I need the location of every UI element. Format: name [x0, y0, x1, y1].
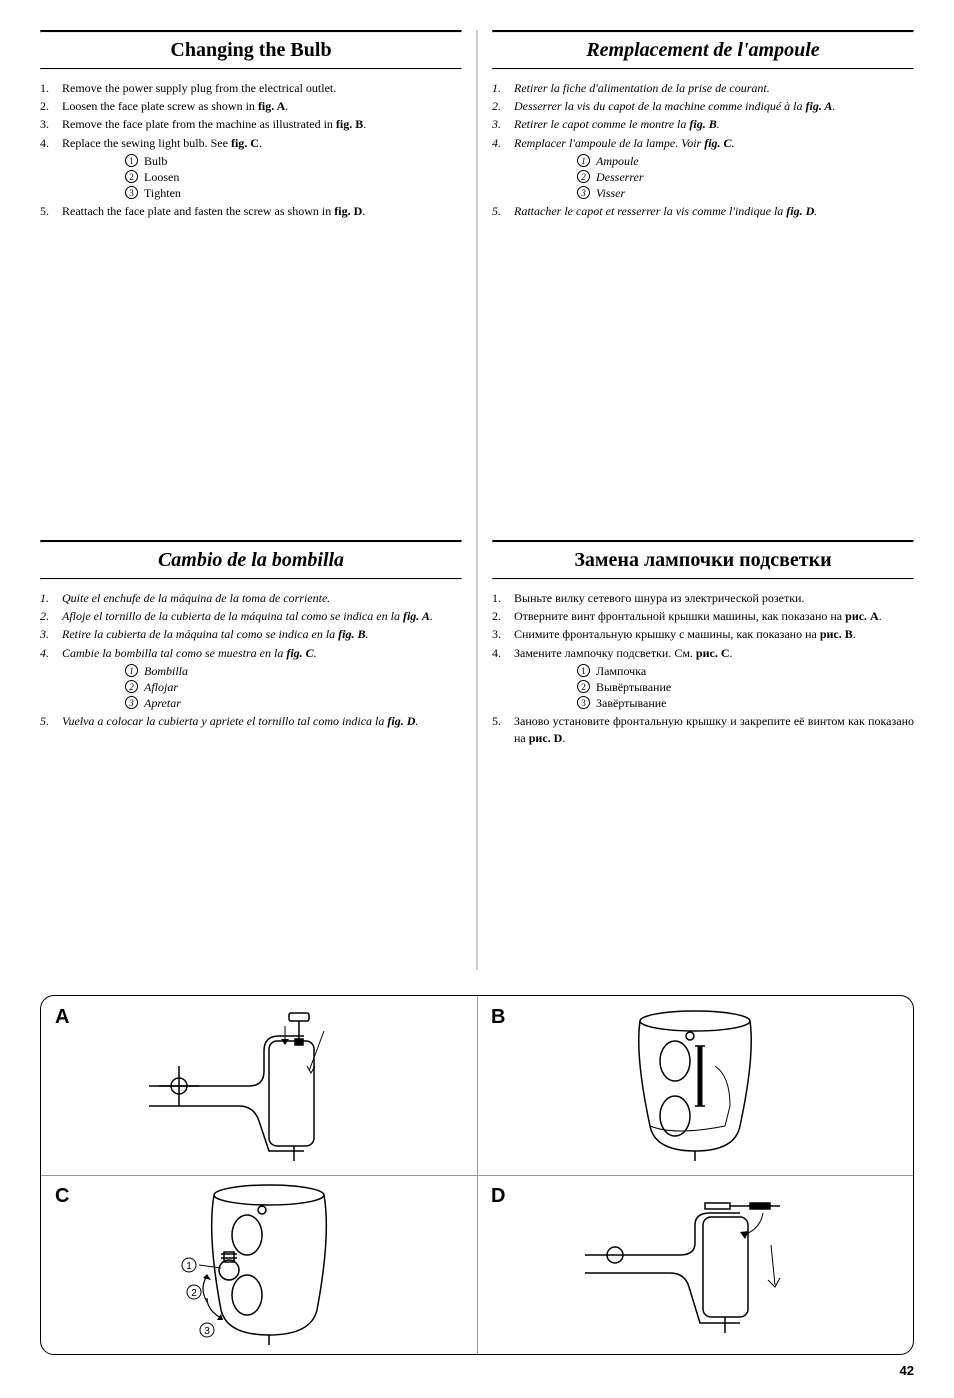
step-item: 1.Remove the power supply plug from the … [40, 80, 462, 96]
step-item: 2.Desserrer la vis du capot de la machin… [492, 98, 914, 114]
figure-a: A [41, 996, 477, 1175]
sublist-item: 3Tighten [125, 185, 462, 201]
step-item: 2.Отверните винт фронтальной крышки маши… [492, 608, 914, 624]
heading-ru: Замена лампочки подсветки [492, 543, 914, 578]
step-item: 5.Vuelva a colocar la cubierta y apriete… [40, 713, 462, 729]
sublist-item: 2Aflojar [125, 679, 462, 695]
step-sublist: 1Ampoule2Desserrer3Visser [492, 153, 914, 202]
step-item: 4.Cambie la bombilla tal como se muestra… [40, 645, 462, 661]
section-fr: Remplacement de l'ampoule 1.Retirer la f… [492, 30, 914, 500]
figure-d-illustration [575, 1195, 815, 1335]
figure-label-c: C [55, 1185, 69, 1207]
sublist-item: 3Visser [577, 185, 914, 201]
step-item: 4.Замените лампочку подсветки. См. рис. … [492, 645, 914, 661]
heading-fr: Remplacement de l'ampoule [492, 33, 914, 68]
section-es: Cambio de la bombilla 1.Quite el enchufe… [40, 540, 462, 930]
section-ru: Замена лампочки подсветки 1.Выньте вилку… [492, 540, 914, 930]
step-sublist: 1Bombilla2Aflojar3Apretar [40, 663, 462, 712]
step-item: 5.Reattach the face plate and fasten the… [40, 203, 462, 219]
sublist-item: 2Вывёртывание [577, 679, 914, 695]
figure-b-illustration [595, 1006, 795, 1166]
section-en: Changing the Bulb 1.Remove the power sup… [40, 30, 462, 500]
step-item: 5.Заново установите фронтальную крышку и… [492, 713, 914, 745]
heading-en: Changing the Bulb [40, 33, 462, 68]
step-item: 4.Remplacer l'ampoule de la lampe. Voir … [492, 135, 914, 151]
steps-fr: 1.Retirer la fiche d'alimentation de la … [492, 80, 914, 220]
sublist-item: 1Ampoule [577, 153, 914, 169]
sublist-item: 1Bulb [125, 153, 462, 169]
figure-d: D [477, 1175, 913, 1354]
fig-c-sublabel-3: 3 [204, 1326, 210, 1337]
step-item: 2.Loosen the face plate screw as shown i… [40, 98, 462, 114]
figure-b: B [477, 996, 913, 1175]
step-item: 3.Remove the face plate from the machine… [40, 116, 462, 132]
fig-c-sublabel-1: 1 [186, 1261, 192, 1272]
step-sublist: 1Лампочка2Вывёртывание3Завёртывание [492, 663, 914, 712]
step-item: 1.Quite el enchufe de la máquina de la t… [40, 590, 462, 606]
fig-c-sublabel-2: 2 [191, 1288, 197, 1299]
step-item: 1.Retirer la fiche d'alimentation de la … [492, 80, 914, 96]
figure-label-a: A [55, 1006, 69, 1028]
figure-label-d: D [491, 1185, 505, 1207]
steps-en: 1.Remove the power supply plug from the … [40, 80, 462, 220]
sublist-item: 2Loosen [125, 169, 462, 185]
sublist-item: 3Apretar [125, 695, 462, 711]
figure-c-illustration: 1 2 3 [149, 1180, 369, 1350]
figure-a-illustration [139, 1011, 379, 1161]
steps-ru: 1.Выньте вилку сетевого шнура из электри… [492, 590, 914, 746]
sublist-item: 1Bombilla [125, 663, 462, 679]
figures-box: A B [40, 995, 914, 1355]
sublist-item: 2Desserrer [577, 169, 914, 185]
step-item: 3.Снимите фронтальную крышку с машины, к… [492, 626, 914, 642]
figure-label-b: B [491, 1006, 505, 1028]
step-item: 3.Retire la cubierta de la máquina tal c… [40, 626, 462, 642]
step-item: 1.Выньте вилку сетевого шнура из электри… [492, 590, 914, 606]
sublist-item: 1Лампочка [577, 663, 914, 679]
heading-es: Cambio de la bombilla [40, 543, 462, 578]
figure-c: C 1 [41, 1175, 477, 1354]
step-item: 5.Rattacher le capot et resserrer la vis… [492, 203, 914, 219]
step-item: 4.Replace the sewing light bulb. See fig… [40, 135, 462, 151]
steps-es: 1.Quite el enchufe de la máquina de la t… [40, 590, 462, 730]
sublist-item: 3Завёртывание [577, 695, 914, 711]
step-item: 2.Afloje el tornillo de la cubierta de l… [40, 608, 462, 624]
step-item: 3.Retirer le capot comme le montre la fi… [492, 116, 914, 132]
page-number: 42 [40, 1363, 914, 1378]
step-sublist: 1Bulb2Loosen3Tighten [40, 153, 462, 202]
